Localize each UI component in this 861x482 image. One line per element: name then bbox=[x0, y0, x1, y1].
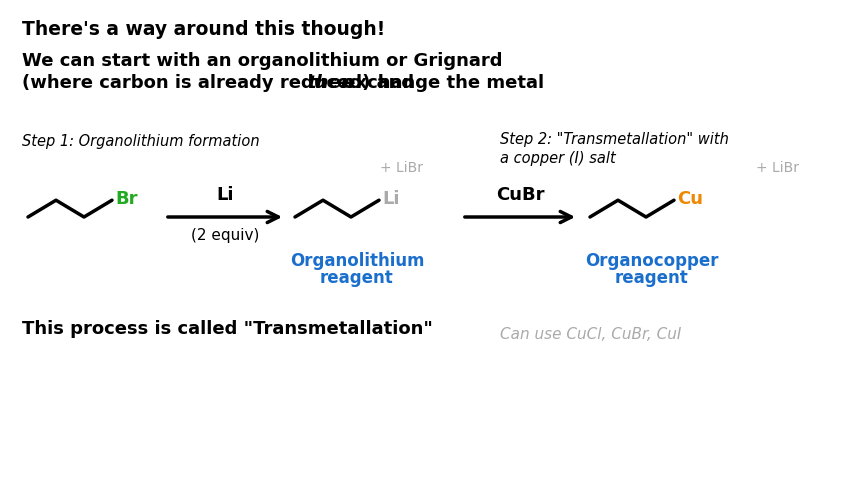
Text: then: then bbox=[307, 74, 353, 92]
Text: This process is called "Transmetallation": This process is called "Transmetallation… bbox=[22, 320, 432, 338]
Text: exchange the metal: exchange the metal bbox=[337, 74, 543, 92]
Text: Li: Li bbox=[381, 190, 399, 208]
Text: Step 2: "Transmetallation" with: Step 2: "Transmetallation" with bbox=[499, 132, 728, 147]
Text: CuBr: CuBr bbox=[495, 186, 543, 204]
Text: (2 equiv): (2 equiv) bbox=[190, 228, 259, 243]
Text: + LiBr: + LiBr bbox=[380, 161, 423, 175]
Text: There's a way around this though!: There's a way around this though! bbox=[22, 20, 385, 39]
Text: a copper (I) salt: a copper (I) salt bbox=[499, 151, 615, 166]
Text: reagent: reagent bbox=[319, 269, 393, 287]
Text: We can start with an organolithium or Grignard: We can start with an organolithium or Gr… bbox=[22, 52, 502, 70]
Text: Organolithium: Organolithium bbox=[289, 252, 424, 270]
Text: Li: Li bbox=[216, 186, 233, 204]
Text: Organocopper: Organocopper bbox=[585, 252, 718, 270]
Text: + LiBr: + LiBr bbox=[756, 161, 798, 175]
Text: Step 1: Organolithium formation: Step 1: Organolithium formation bbox=[22, 134, 259, 149]
Text: (where carbon is already reduced) and: (where carbon is already reduced) and bbox=[22, 74, 420, 92]
Text: Br: Br bbox=[115, 190, 138, 208]
Text: Can use CuCl, CuBr, CuI: Can use CuCl, CuBr, CuI bbox=[499, 327, 680, 342]
Text: reagent: reagent bbox=[615, 269, 688, 287]
Text: Cu: Cu bbox=[676, 190, 703, 208]
